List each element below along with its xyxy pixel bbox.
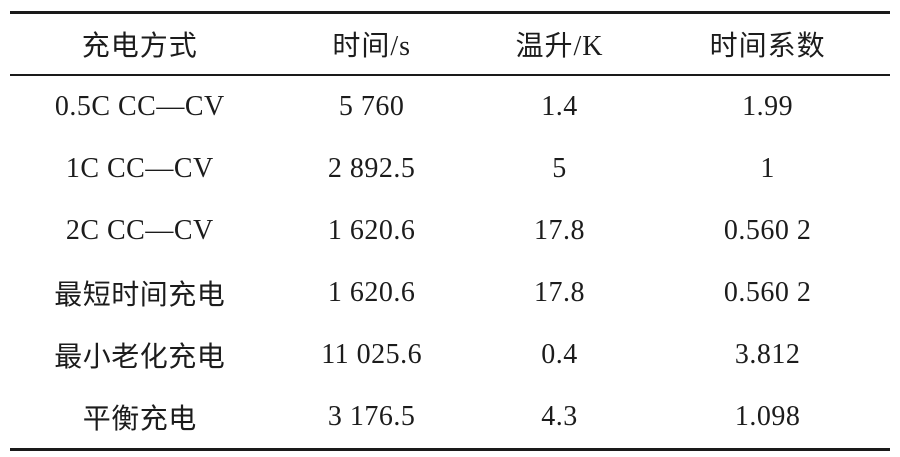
value-cell: 5 xyxy=(552,153,567,184)
value-cell: 1.99 xyxy=(742,91,794,122)
value-cell: 3 176.5 xyxy=(327,401,416,432)
value-cell: 1 620.6 xyxy=(327,277,416,308)
table-row: 最短时间充电 1 620.6 17.8 0.560 2 xyxy=(10,262,890,324)
charging-method-cell: 最小老化充电 xyxy=(54,342,226,373)
value-cell: 0.560 2 xyxy=(723,215,812,246)
column-header-time-s: 时间/s xyxy=(269,12,474,76)
table-row: 0.5C CC—CV 5 760 1.4 1.99 xyxy=(10,75,890,138)
table-row: 最小老化充电 11 025.6 0.4 3.812 xyxy=(10,324,890,386)
table-header: 充电方式 时间/s 温升/K 时间系数 xyxy=(10,12,890,76)
charging-method-cell: 最短时间充电 xyxy=(54,280,226,311)
value-cell: 11 025.6 xyxy=(321,339,423,370)
value-cell: 2 892.5 xyxy=(327,153,416,184)
table-row: 2C CC—CV 1 620.6 17.8 0.560 2 xyxy=(10,200,890,262)
value-cell: 17.8 xyxy=(534,215,586,246)
header-row: 充电方式 时间/s 温升/K 时间系数 xyxy=(10,12,890,76)
column-header-temp-rise-k: 温升/K xyxy=(473,12,646,76)
value-cell: 0.4 xyxy=(541,339,578,370)
value-cell: 1 xyxy=(760,153,775,184)
charging-comparison-table: 充电方式 时间/s 温升/K 时间系数 0.5C CC—CV 5 760 1.4 1.… xyxy=(10,11,890,451)
value-cell: 1 620.6 xyxy=(327,215,416,246)
table-body: 0.5C CC—CV 5 760 1.4 1.99 1C CC—CV 2 892.5 5 1 2… xyxy=(10,75,890,450)
value-cell: 5 760 xyxy=(338,91,405,122)
value-cell: 17.8 xyxy=(534,277,586,308)
charging-method-cell: 0.5C CC—CV xyxy=(54,91,225,122)
value-cell: 1.098 xyxy=(734,401,801,432)
charging-method-cell: 2C CC—CV xyxy=(65,215,214,246)
charging-method-cell: 平衡充电 xyxy=(82,404,197,435)
column-header-charging-method: 充电方式 xyxy=(10,12,270,76)
charging-method-cell: 1C CC—CV xyxy=(65,153,214,184)
column-header-time-coefficient: 时间系数 xyxy=(645,12,890,76)
table-row: 平衡充电 3 176.5 4.3 1.098 xyxy=(10,386,890,450)
value-cell: 1.4 xyxy=(541,91,578,122)
value-cell: 3.812 xyxy=(734,339,801,370)
value-cell: 4.3 xyxy=(541,401,578,432)
value-cell: 0.560 2 xyxy=(723,277,812,308)
table-row: 1C CC—CV 2 892.5 5 1 xyxy=(10,138,890,200)
